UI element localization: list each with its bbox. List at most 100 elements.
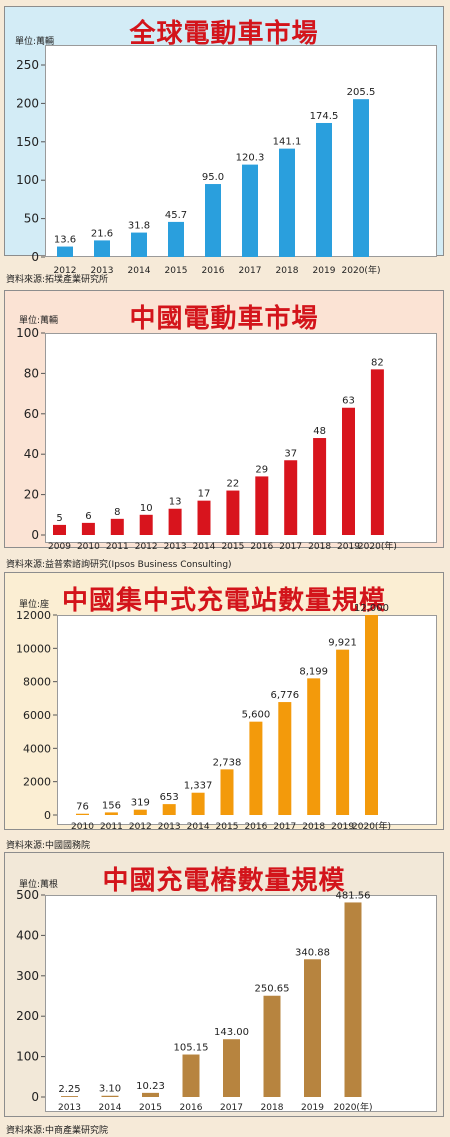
data-label: 63	[342, 396, 355, 407]
bar	[307, 678, 321, 815]
data-label: 1,337	[184, 781, 213, 792]
x-tick-label: 2011	[100, 822, 123, 832]
data-label: 2.25	[58, 1084, 80, 1095]
bar	[110, 518, 124, 535]
bar	[313, 438, 327, 535]
y-tick-label: 500	[16, 888, 39, 902]
x-tick-label: 2014	[187, 822, 210, 832]
data-label: 45.7	[165, 210, 187, 221]
unit-label: 單位:萬輛	[15, 37, 55, 47]
y-tick-label: 100	[16, 326, 39, 340]
global-ev-chart-panel: 全球電動車市場 單位:萬輛 0 50 100 150 200 250 13.6 2012 21.…	[4, 6, 444, 276]
y-tick-label: 300	[16, 969, 39, 983]
x-tick-label: 2014	[128, 266, 151, 276]
bar	[182, 1054, 200, 1097]
data-label: 21.6	[91, 228, 113, 239]
x-tick-label: 2015	[139, 1103, 162, 1113]
x-tick-label: 2017	[279, 542, 302, 552]
data-label: 10	[140, 503, 153, 514]
data-label: 48	[313, 426, 326, 437]
data-label: 340.88	[295, 947, 330, 958]
y-tick-label: 0	[31, 1090, 39, 1104]
bar	[191, 792, 205, 815]
bar	[168, 221, 184, 257]
chart-source: 資料來源:拓墣產業研究所	[6, 275, 109, 285]
y-tick-label: 4000	[23, 742, 51, 755]
chart-title: 中國電動車市場	[129, 304, 319, 334]
x-tick-label: 2017	[239, 266, 262, 276]
bar	[104, 812, 118, 815]
bar	[342, 407, 355, 535]
data-label: 12,000	[354, 603, 389, 614]
x-tick-label: 2010	[71, 822, 94, 832]
charging-pile-chart-panel: 中國充電樁數量規模 單位:萬根 0 100 200 300 400 500 2.25 2013…	[4, 852, 444, 1117]
data-label: 6,776	[270, 690, 299, 701]
data-label: 22	[227, 479, 240, 490]
bar	[316, 122, 332, 257]
bar	[205, 184, 221, 257]
bar	[139, 514, 153, 535]
global-ev-bar-chart: 0 50 100 150 200 250 13.6 2012 21.6 2013 31.8 2014 4…	[16, 58, 381, 276]
x-tick-label: 2020(年)	[334, 1101, 373, 1113]
bar	[168, 508, 182, 535]
y-tick-label: 0	[44, 809, 51, 822]
bar	[249, 721, 263, 815]
bar	[263, 995, 281, 1097]
x-tick-label: 2013	[158, 822, 181, 832]
x-tick-label: 2016	[202, 266, 225, 276]
data-label: 17	[198, 489, 211, 500]
charging-pile-bar-chart: 0 100 200 300 400 500 2.25 2013 3.10 2014 10.23 201…	[16, 888, 373, 1113]
bar	[131, 232, 147, 257]
chart-title: 全球電動車市場	[129, 19, 319, 49]
data-label: 3.10	[99, 1084, 121, 1095]
x-tick-label: 2013	[91, 266, 114, 276]
data-label: 9,921	[328, 638, 357, 649]
y-tick-label: 0	[31, 528, 39, 542]
y-tick-label: 20	[24, 488, 39, 502]
bar	[162, 804, 176, 815]
data-label: 10.23	[136, 1081, 165, 1092]
x-tick-label: 2014	[193, 542, 216, 552]
data-label: 156	[102, 800, 121, 811]
bar	[370, 369, 384, 535]
x-tick-label: 2016	[244, 822, 267, 832]
plot-area	[45, 895, 437, 1112]
bar	[279, 148, 295, 257]
x-tick-label: 2017	[220, 1103, 243, 1113]
x-tick-label: 2018	[302, 822, 325, 832]
chart-source: 資料來源:中商產業研究院	[6, 1126, 109, 1136]
bar	[142, 1092, 159, 1097]
y-tick-label: 200	[16, 96, 39, 110]
unit-label: 單位:萬根	[19, 880, 59, 890]
y-tick-label: 10000	[16, 642, 51, 655]
y-tick-label: 8000	[23, 676, 51, 689]
y-tick-label: 400	[16, 928, 39, 942]
x-tick-label: 2020(年)	[358, 540, 397, 552]
data-label: 143.00	[214, 1027, 249, 1038]
x-tick-label: 2015	[165, 266, 188, 276]
x-tick-label: 2019	[337, 542, 360, 552]
x-tick-label: 2009	[48, 542, 71, 552]
x-tick-label: 2012	[129, 822, 152, 832]
x-tick-label: 2019	[301, 1103, 324, 1113]
y-tick-label: 80	[24, 366, 39, 380]
x-tick-label: 2020(年)	[342, 264, 381, 276]
data-label: 29	[255, 464, 268, 475]
data-label: 13.6	[54, 235, 76, 246]
x-tick-label: 2012	[135, 542, 158, 552]
bar	[220, 769, 234, 815]
y-tick-label: 100	[16, 173, 39, 187]
bar	[336, 649, 350, 815]
bar	[101, 1095, 119, 1097]
x-tick-label: 2019	[313, 266, 336, 276]
bar	[284, 460, 298, 535]
x-tick-label: 2010	[77, 542, 100, 552]
data-label: 6	[85, 511, 91, 522]
y-tick-label: 60	[24, 407, 39, 421]
data-label: 13	[169, 497, 182, 508]
bar	[133, 809, 147, 815]
data-label: 8	[114, 507, 120, 518]
chart-source: 資料來源:益普索諮詢研究(Ipsos Business Consulting)	[6, 560, 232, 570]
y-tick-label: 0	[31, 250, 39, 264]
bar	[304, 959, 321, 1097]
